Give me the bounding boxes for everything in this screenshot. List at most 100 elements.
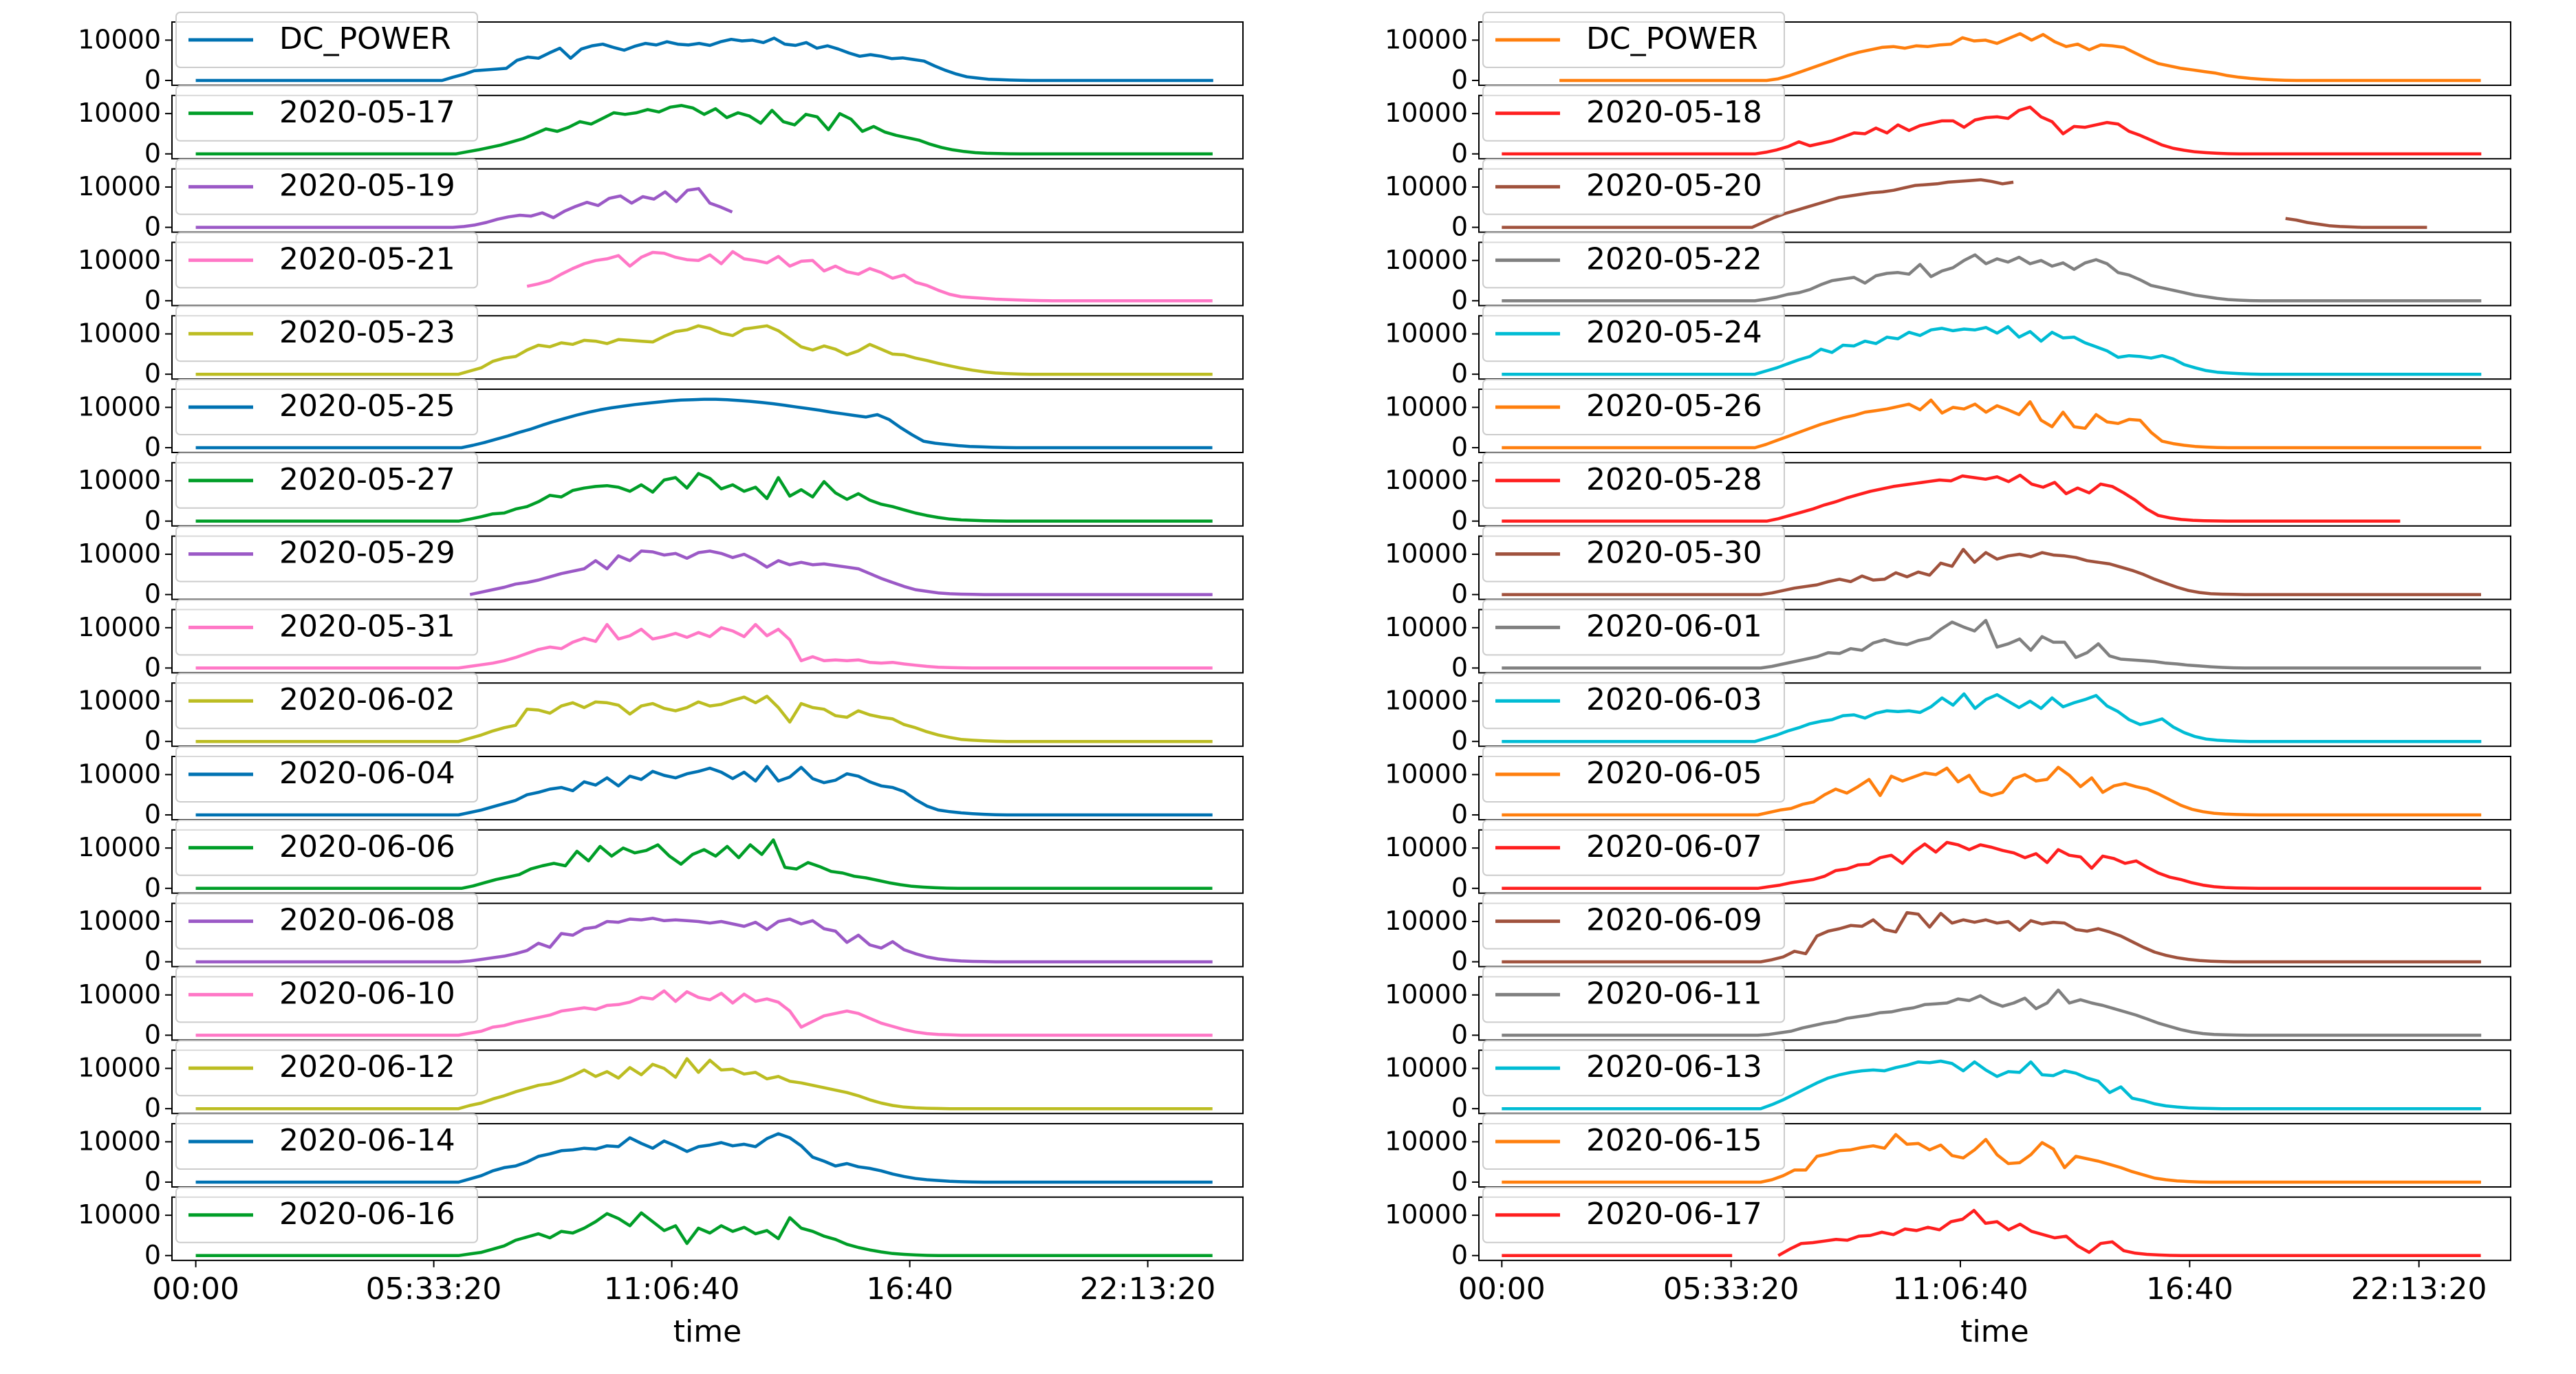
legend-label: 2020-06-02	[279, 682, 455, 717]
series-line-2020-06-12	[195, 1057, 1213, 1111]
legend-box	[175, 379, 478, 435]
y-tick-label: 0	[1451, 285, 1468, 315]
legend-label: 2020-06-06	[279, 829, 455, 864]
series-line-2020-05-29	[469, 549, 1213, 596]
legend-label: 2020-06-03	[1586, 682, 1762, 717]
legend: 2020-06-11	[1482, 966, 1785, 1023]
legend: 2020-06-10	[175, 966, 478, 1023]
legend-label: 2020-05-19	[279, 168, 455, 204]
y-tick-label: 10000	[1385, 1199, 1468, 1230]
legend-label: 2020-05-23	[279, 315, 455, 350]
y-tick-label: 10000	[78, 612, 161, 642]
y-tick-label: 0	[144, 873, 161, 903]
panel-right-2020-06-13: 0 10000 2020-06-13	[1385, 1040, 2511, 1123]
legend-box	[175, 12, 478, 68]
y-tick-label: 10000	[78, 465, 161, 495]
y-tick-label: 10000	[78, 171, 161, 201]
y-tick-label: 0	[144, 1240, 161, 1270]
legend-box	[175, 673, 478, 730]
legend-box	[1482, 599, 1785, 656]
y-tick-label: 0	[1451, 873, 1468, 903]
legend-box	[1482, 893, 1785, 950]
y-tick-label: 0	[144, 1166, 161, 1197]
x-tick-label: 11:06:40	[1892, 1272, 2028, 1307]
series-line-2020-06-17	[1502, 1208, 2481, 1258]
legend: 2020-05-18	[1482, 85, 1785, 142]
legend: 2020-06-17	[1482, 1186, 1785, 1243]
legend-box	[175, 893, 478, 950]
panel-left-DC_POWER: 0 10000 DC_POWER	[78, 12, 1244, 95]
legend: 2020-06-09	[1482, 893, 1785, 950]
y-tick-label: 0	[1451, 1166, 1468, 1197]
panel-right-2020-06-03: 0 10000 2020-06-03	[1385, 673, 2511, 756]
series-line-2020-05-30	[1502, 547, 2481, 596]
y-tick-label: 10000	[1385, 1126, 1468, 1156]
series-line-2020-06-06	[195, 838, 1213, 891]
legend-box	[175, 966, 478, 1023]
legend: 2020-05-26	[1482, 379, 1785, 435]
legend: 2020-05-24	[1482, 305, 1785, 362]
legend: 2020-05-30	[1482, 525, 1785, 582]
y-tick-label: 0	[144, 358, 161, 389]
y-tick-label: 10000	[78, 832, 161, 862]
y-tick-label: 0	[144, 652, 161, 682]
legend-label: 2020-05-30	[1586, 536, 1762, 571]
y-tick-label: 0	[144, 799, 161, 829]
x-tick-label: 11:06:40	[604, 1272, 740, 1307]
y-tick-label: 10000	[78, 1126, 161, 1156]
panel-left-2020-05-29: 0 10000 2020-05-29	[78, 525, 1244, 609]
legend: 2020-06-05	[1482, 746, 1785, 803]
panel-left-2020-06-10: 0 10000 2020-06-10	[78, 966, 1244, 1049]
legend-label: 2020-05-28	[1586, 462, 1762, 497]
x-tick-label: 05:33:20	[1663, 1272, 1799, 1307]
legend: 2020-05-25	[175, 379, 478, 435]
legend-box	[1482, 452, 1785, 509]
series-line-2020-05-25	[195, 397, 1213, 450]
legend-label: 2020-06-14	[279, 1123, 455, 1158]
series-line-2020-06-02	[195, 695, 1213, 743]
legend: 2020-06-13	[1482, 1040, 1785, 1097]
panel-right-DC_POWER: 0 10000 DC_POWER	[1385, 12, 2511, 95]
y-tick-label: 10000	[1385, 759, 1468, 789]
y-tick-label: 10000	[78, 538, 161, 569]
legend-label: DC_POWER	[1586, 21, 1758, 56]
y-tick-label: 0	[1451, 799, 1468, 829]
series-line-2020-06-04	[195, 765, 1213, 817]
panel-right-2020-05-18: 0 10000 2020-05-18	[1385, 85, 2511, 168]
y-tick-label: 0	[144, 505, 161, 536]
y-tick-label: 10000	[78, 1053, 161, 1083]
y-tick-label: 10000	[78, 24, 161, 54]
y-tick-label: 10000	[1385, 391, 1468, 422]
legend-label: 2020-06-17	[1586, 1197, 1762, 1232]
panel-right-2020-06-01: 0 10000 2020-06-01	[1385, 599, 2511, 682]
series-line-2020-05-21	[526, 250, 1213, 303]
series-line-2020-06-14	[195, 1132, 1213, 1184]
panel-right-2020-05-24: 0 10000 2020-05-24	[1385, 305, 2511, 389]
y-tick-label: 10000	[1385, 612, 1468, 642]
legend: 2020-05-27	[175, 452, 478, 509]
legend-label: 2020-06-13	[1586, 1049, 1762, 1084]
legend: 2020-05-29	[175, 525, 478, 582]
legend-label: 2020-05-17	[279, 95, 455, 130]
legend-box	[1482, 673, 1785, 730]
legend: 2020-06-04	[175, 746, 478, 803]
panel-left-2020-06-08: 0 10000 2020-06-08	[78, 893, 1244, 977]
legend-label: 2020-06-15	[1586, 1123, 1762, 1158]
legend-label: 2020-05-31	[279, 609, 455, 644]
legend-box	[175, 85, 478, 142]
y-tick-label: 0	[144, 1093, 161, 1123]
panel-left-2020-06-16: 0 10000 2020-06-16 00:00 05:33:20 11:06:40 16:…	[78, 1186, 1244, 1349]
legend-box	[175, 746, 478, 803]
y-tick-label: 0	[144, 212, 161, 242]
legend-box	[1482, 1040, 1785, 1097]
y-tick-label: 0	[144, 285, 161, 315]
panel-left-2020-06-02: 0 10000 2020-06-02	[78, 673, 1244, 756]
x-tick-label: 00:00	[152, 1272, 239, 1307]
y-tick-label: 0	[144, 432, 161, 462]
y-tick-label: 10000	[1385, 318, 1468, 349]
y-tick-label: 10000	[78, 245, 161, 275]
legend-box	[1482, 1113, 1785, 1170]
legend: 2020-06-01	[1482, 599, 1785, 656]
legend-box	[175, 599, 478, 656]
